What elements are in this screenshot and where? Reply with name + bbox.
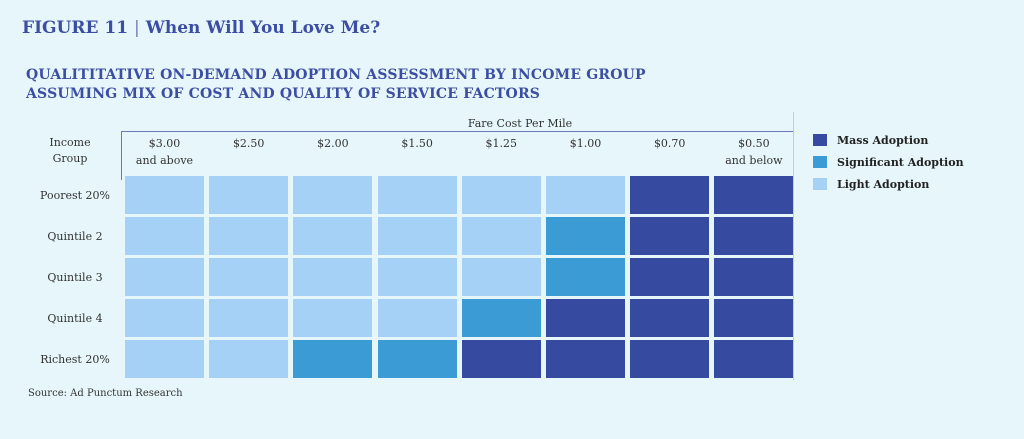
heatmap-cell (546, 217, 625, 255)
heatmap-cell (125, 217, 204, 255)
heatmap-cell (714, 258, 794, 296)
heatmap-cell (293, 258, 373, 296)
row-label: Quintile 2 (47, 229, 103, 243)
column-price: $0.70 (653, 137, 686, 150)
heatmap-cell (714, 176, 794, 214)
legend-swatch (813, 156, 827, 168)
column-price: $0.50 (738, 137, 770, 150)
heatmap-cell (377, 340, 457, 378)
column-label: $0.70 (628, 135, 712, 152)
column-label: $1.25 (459, 135, 543, 152)
legend-item: Significant Adoption (813, 155, 964, 169)
column-price: $3.00 (148, 137, 181, 150)
heatmap-cell (209, 176, 289, 214)
heatmap-cell (630, 217, 710, 255)
row-label: Quintile 3 (47, 270, 103, 284)
heatmap-cell (546, 258, 625, 296)
column-qualifier: and above (135, 154, 194, 167)
column-label: $2.00 (291, 135, 375, 152)
column-label: $1.00 (544, 135, 628, 152)
column-label: $1.50 (375, 135, 459, 152)
heatmap-cell (714, 217, 794, 255)
column-label: $2.50 (207, 135, 291, 152)
heatmap-cell (209, 340, 289, 378)
figure-label: FIGURE 11 (22, 18, 129, 38)
heatmap-cell (377, 217, 457, 255)
figure-title: FIGURE 11 | When Will You Love Me? (22, 18, 380, 38)
figure-separator: | (134, 18, 140, 38)
heatmap-cell (630, 258, 710, 296)
heatmap-cell (293, 299, 373, 337)
legend-label: Light Adoption (837, 177, 930, 191)
heatmap-cell (125, 258, 204, 296)
heatmap-cell (209, 217, 289, 255)
chart-heading: QUALITITATIVE ON-DEMAND ADOPTION ASSESSM… (26, 66, 646, 104)
heatmap-cell (546, 299, 625, 337)
y-axis-title: Income Group (30, 135, 110, 167)
heatmap-cell (461, 299, 541, 337)
column-label: $0.50 and below (712, 135, 796, 169)
heatmap-cell (125, 299, 204, 337)
legend-label: Significant Adoption (837, 155, 964, 169)
chart-subtitle: ASSUMING MIX OF COST AND QUALITY OF SERV… (26, 86, 541, 102)
column-price: $2.00 (317, 137, 349, 150)
heatmap-cell (125, 340, 204, 378)
heatmap-cell (714, 299, 794, 337)
chart-right-border (793, 112, 794, 380)
heatmap-cell (377, 176, 457, 214)
heatmap-cell (125, 176, 204, 214)
heatmap-cell (293, 176, 373, 214)
legend-swatch (813, 178, 827, 190)
column-price: $1.50 (401, 137, 433, 150)
y-axis-title-line-2: Group (52, 152, 88, 165)
x-axis-title: Fare Cost Per Mile (467, 117, 573, 130)
row-label: Quintile 4 (47, 311, 103, 325)
header-divider (121, 131, 122, 180)
row-label: Richest 20% (40, 352, 110, 366)
column-price: $2.50 (232, 137, 265, 150)
heatmap-cell (461, 340, 541, 378)
column-price: $1.00 (569, 137, 602, 150)
heatmap-cell (209, 299, 289, 337)
heatmap-cell (377, 258, 457, 296)
column-label: $3.00 and above (123, 135, 207, 169)
figure-heading: When Will You Love Me? (145, 18, 381, 38)
heatmap-cell (714, 340, 794, 378)
heatmap-cell (293, 340, 373, 378)
column-qualifier: and below (725, 154, 783, 167)
heatmap-cell (461, 258, 541, 296)
row-label: Poorest 20% (40, 188, 110, 202)
heatmap-cell (630, 299, 710, 337)
heatmap-cell (546, 340, 625, 378)
legend-swatch (813, 134, 827, 146)
heatmap-cell (377, 299, 457, 337)
heatmap-cell (461, 176, 541, 214)
header-rule (122, 131, 794, 132)
legend-item: Mass Adoption (813, 133, 928, 147)
heatmap-cell (461, 217, 541, 255)
chart-title: QUALITITATIVE ON-DEMAND ADOPTION ASSESSM… (26, 67, 646, 83)
y-axis-title-line-1: Income (49, 136, 91, 149)
heatmap-cell (293, 217, 373, 255)
legend-label: Mass Adoption (837, 133, 929, 147)
column-price: $1.25 (485, 137, 518, 150)
legend-item: Light Adoption (813, 177, 929, 191)
heatmap-cell (546, 176, 625, 214)
heatmap-cell (209, 258, 289, 296)
source-note: Source: Ad Punctum Research (28, 388, 183, 399)
heatmap-cell (630, 176, 710, 214)
heatmap-cell (630, 340, 710, 378)
